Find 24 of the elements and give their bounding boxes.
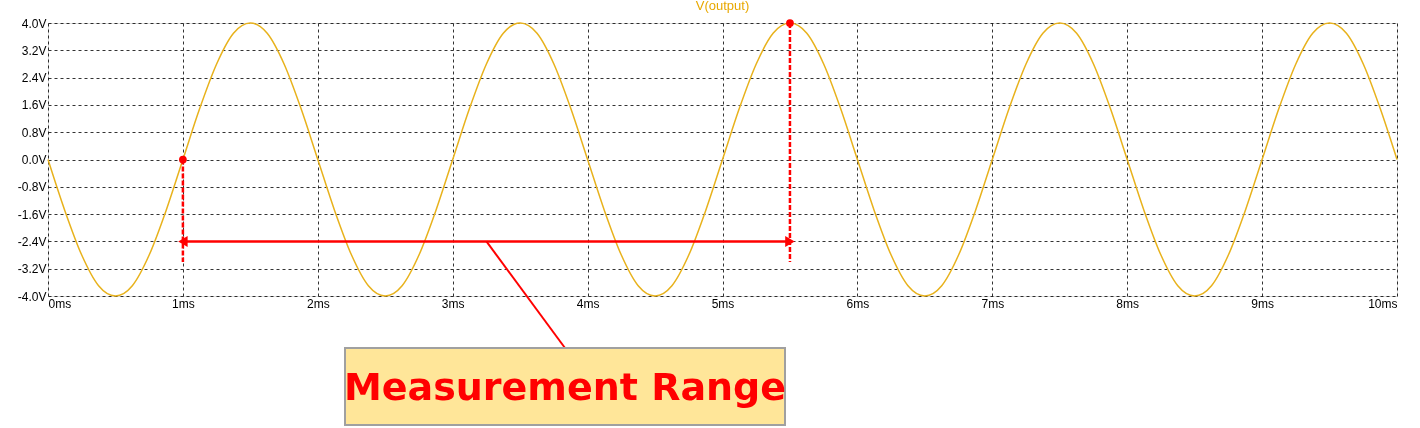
chart-title: V(output)	[695, 0, 750, 13]
y-tick-label: -3.2V	[17, 262, 47, 277]
y-tick-label: 3.2V	[21, 43, 47, 58]
x-tick-label: 3ms	[441, 296, 465, 311]
y-tick-label: 2.4V	[21, 71, 47, 86]
y-tick-label: 0.8V	[21, 125, 47, 140]
x-tick-label: 1ms	[172, 296, 195, 311]
y-tick-label: -4.0V	[17, 289, 47, 304]
x-tick-label: 8ms	[1116, 296, 1140, 311]
x-tick-label: 5ms	[711, 296, 735, 311]
y-tick-label: 4.0V	[21, 16, 47, 31]
annotation: Measurement Range	[343, 364, 787, 409]
x-tick-label: 0ms	[48, 296, 72, 311]
y-tick-label: -0.8V	[17, 180, 47, 195]
x-tick-label: 7ms	[981, 296, 1005, 311]
x-tick-label: 4ms	[576, 296, 600, 311]
y-tick-label: 1.6V	[21, 98, 47, 113]
y-tick-label: -1.6V	[17, 207, 47, 222]
y-tick-label: -2.4V	[17, 234, 47, 249]
x-tick-label: 10ms	[1368, 296, 1398, 311]
x-tick-label: 6ms	[846, 296, 870, 311]
x-tick-label: 9ms	[1251, 296, 1274, 311]
x-tick-label: 2ms	[306, 296, 330, 311]
y-tick-label: 0.0V	[21, 153, 47, 167]
